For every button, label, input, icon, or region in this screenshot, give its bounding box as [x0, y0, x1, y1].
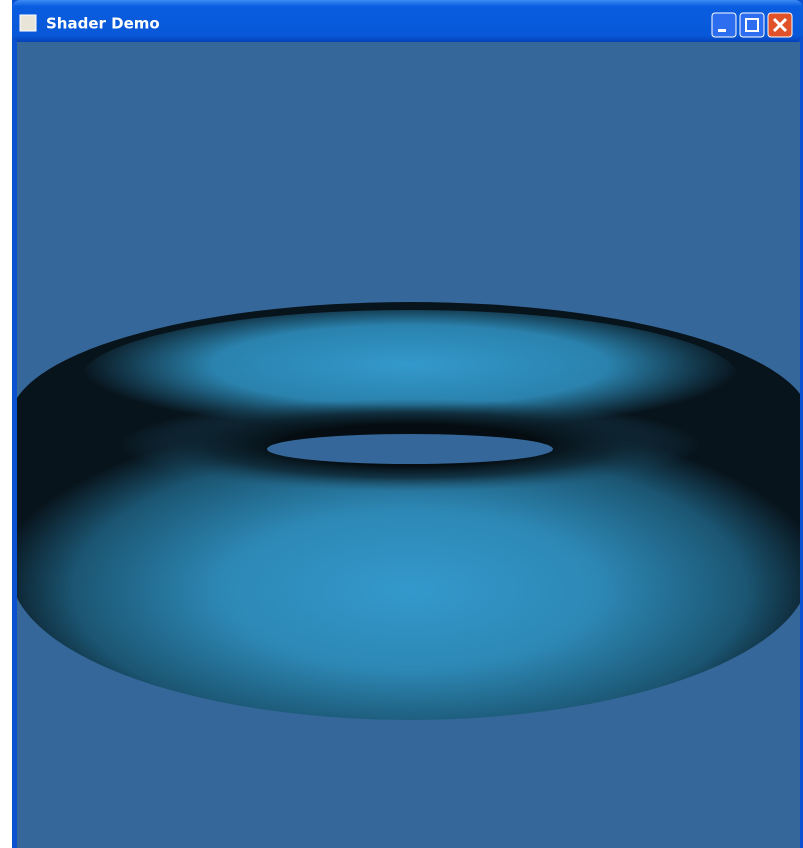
- close-icon: [772, 17, 788, 33]
- maximize-button[interactable]: [739, 12, 765, 38]
- title-bar: [12, 0, 803, 42]
- app-icon: [19, 14, 37, 32]
- window-title: Shader Demo: [46, 15, 160, 33]
- torus-hole: [267, 434, 553, 464]
- minimize-button[interactable]: [711, 12, 737, 38]
- torus: [17, 302, 800, 720]
- minimize-icon: [718, 29, 726, 32]
- maximize-icon: [745, 18, 759, 32]
